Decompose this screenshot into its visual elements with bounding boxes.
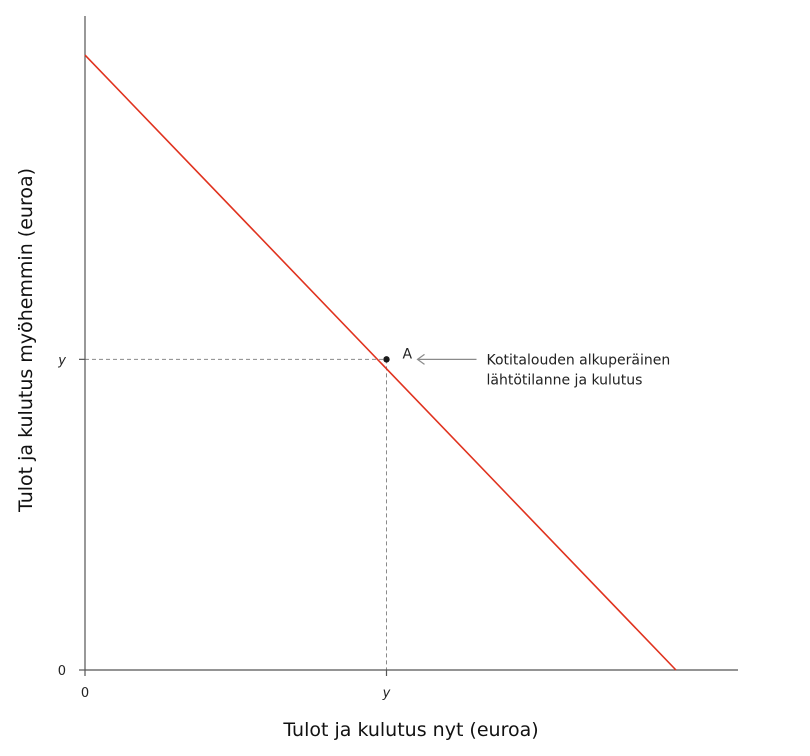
series-layer <box>84 54 677 671</box>
y-axis-title: Tulot ja kulutus myöhemmin (euroa) <box>15 168 37 513</box>
x-axis-title: Tulot ja kulutus nyt (euroa) <box>282 719 538 741</box>
annotation-text-line: lähtötilanne ja kulutus <box>487 372 643 388</box>
points-layer: A <box>383 346 413 363</box>
budget-constraint-line <box>84 54 677 671</box>
x-tick-label: 0 <box>81 686 89 701</box>
point-a-marker <box>383 356 390 363</box>
point-a-label: A <box>403 346 413 362</box>
annotation-layer: Kotitalouden alkuperäinen lähtötilanne ja… <box>416 352 671 388</box>
annotation-text-line: Kotitalouden alkuperäinen <box>487 352 671 368</box>
guide-lines <box>85 358 387 670</box>
annotation-arrow-head-icon <box>416 353 425 365</box>
axes <box>84 16 738 671</box>
y-tick-label: 0 <box>58 664 66 679</box>
y-tick-label: y <box>57 353 66 368</box>
x-tick-label: y <box>382 686 391 701</box>
ticks: 0 y 0 y <box>57 353 390 701</box>
